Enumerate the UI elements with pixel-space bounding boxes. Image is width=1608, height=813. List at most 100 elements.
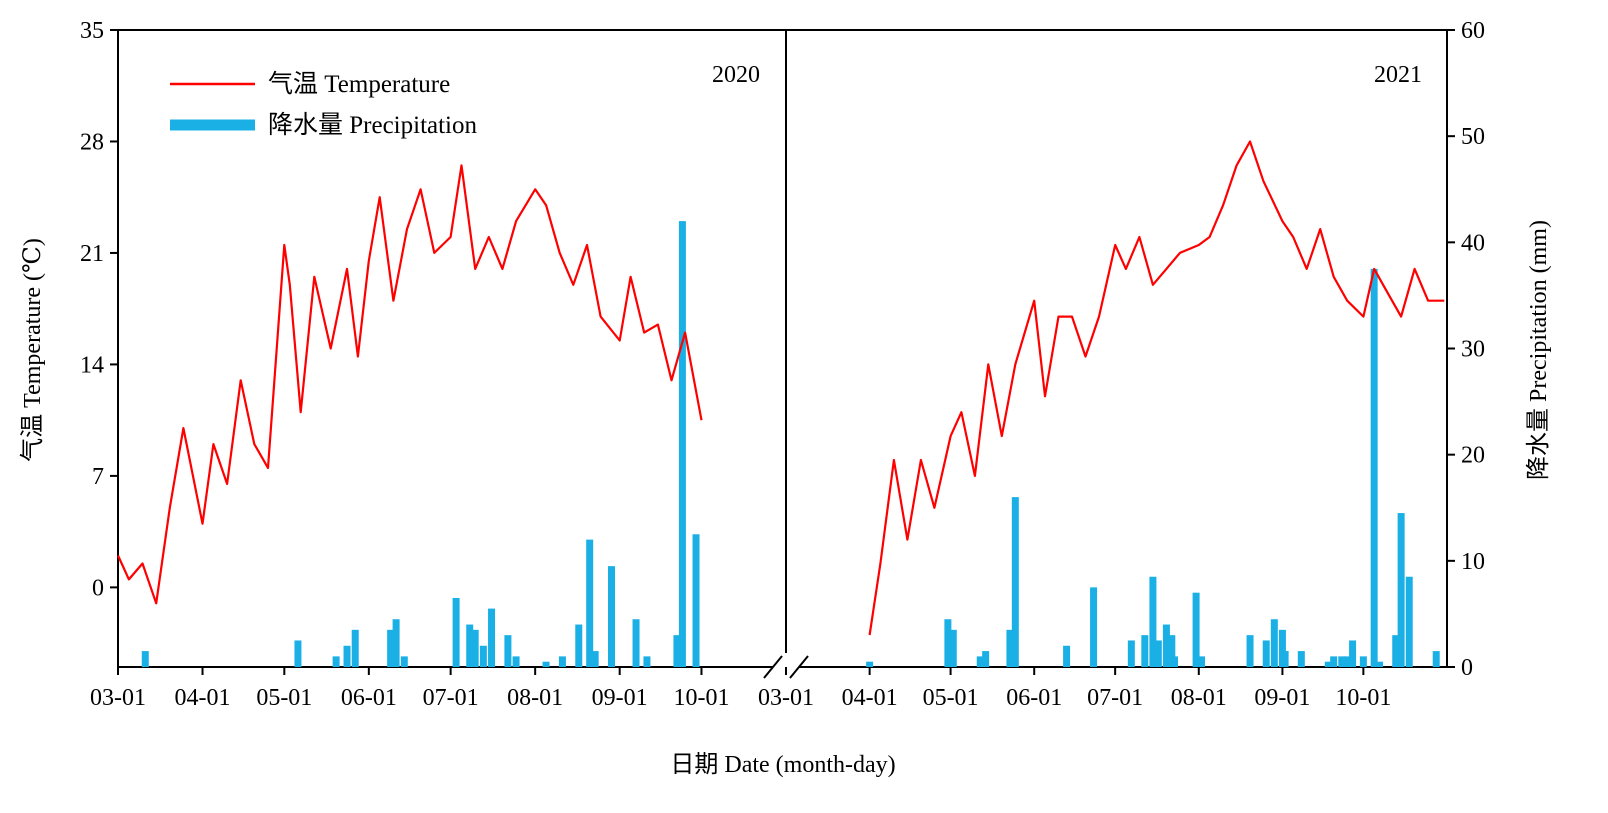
x-axis-title: 日期 Date (month-day) <box>670 752 895 778</box>
precipitation-bar <box>343 645 351 667</box>
precipitation-bar <box>1011 497 1019 667</box>
precipitation-bar <box>294 640 302 667</box>
axis-break-mark <box>763 655 783 679</box>
precipitation-bar <box>542 661 550 667</box>
precipitation-bar <box>1343 656 1351 667</box>
precipitation-bar <box>479 645 487 667</box>
precipitation-bar <box>1006 629 1014 667</box>
precipitation-bar <box>351 629 359 667</box>
precipitation-bar <box>332 656 340 667</box>
y-tick-label-right: 40 <box>1461 230 1485 256</box>
legend-precipitation-label: 降水量 Precipitation <box>268 111 477 139</box>
precipitation-bar <box>1370 268 1378 667</box>
precipitation-bar <box>488 608 496 667</box>
precipitation-bar <box>1349 640 1357 667</box>
precipitation-bar <box>1392 635 1400 667</box>
x-tick-label: 10-01 <box>1335 685 1391 711</box>
y-tick-label-right: 60 <box>1461 18 1485 44</box>
precipitation-bar <box>632 619 640 667</box>
legend-temperature-label: 气温 Temperature <box>268 70 450 98</box>
x-tick-label: 07-01 <box>423 685 479 711</box>
x-tick-label: 05-01 <box>256 685 312 711</box>
x-tick-label: 09-01 <box>1254 685 1310 711</box>
precipitation-bar <box>504 635 512 667</box>
precipitation-bar <box>673 635 681 667</box>
precipitation-bar <box>1324 661 1332 667</box>
precipitation-bar <box>1154 640 1162 667</box>
x-tick-label: 06-01 <box>1006 685 1062 711</box>
precipitation-bar <box>1281 651 1289 667</box>
precipitation-bar <box>400 656 408 667</box>
temperature-lines <box>116 140 1445 636</box>
precipitation-bar <box>1270 619 1278 667</box>
temperature-line-2021 <box>868 140 1445 636</box>
y-axis-right-title: 降水量 Precipitation (mm) <box>1525 220 1552 480</box>
y-tick-label-left: 28 <box>80 129 104 155</box>
precipitation-bar <box>141 651 149 667</box>
x-tick-label: 06-01 <box>341 685 397 711</box>
precipitation-bar <box>586 539 594 667</box>
x-tick-label: 05-01 <box>923 685 979 711</box>
year-label-2021: 2021 <box>1374 62 1422 88</box>
precipitation-bar <box>608 566 616 667</box>
year-label-2020: 2020 <box>712 62 760 88</box>
x-tick-label: 03-01 <box>90 685 146 711</box>
y-tick-label-right: 10 <box>1461 549 1485 575</box>
precipitation-bars <box>141 221 1440 667</box>
y-tick-label-left: 0 <box>92 575 104 601</box>
y-tick-label-right: 30 <box>1461 337 1485 363</box>
precipitation-bar <box>1376 661 1384 667</box>
precipitation-bar <box>387 629 395 667</box>
axes: 0 7 14 21 28 35 0 10 20 30 40 50 60 03-01 04-01 05-01 06… <box>80 18 1485 711</box>
y-axis-left-title: 气温 Temperature (℃) <box>19 238 46 462</box>
y-tick-label-right: 0 <box>1461 655 1473 681</box>
x-tick-label: 04-01 <box>842 685 898 711</box>
precipitation-bar <box>1168 635 1176 667</box>
precipitation-bar <box>1297 651 1305 667</box>
y-tick-label-left: 35 <box>80 18 104 44</box>
precipitation-bar <box>1090 587 1098 667</box>
precipitation-bar <box>471 629 479 667</box>
precipitation-bar <box>1330 656 1338 667</box>
precipitation-bar <box>512 656 520 667</box>
precipitation-bar <box>866 661 874 667</box>
x-tick-label: 08-01 <box>507 685 563 711</box>
precipitation-bar <box>1405 576 1413 667</box>
precipitation-bar <box>1171 656 1179 667</box>
precipitation-bar <box>976 656 984 667</box>
y-tick-label-right: 50 <box>1461 124 1485 150</box>
x-tick-label: 10-01 <box>673 685 729 711</box>
precipitation-bar <box>575 624 583 667</box>
y-tick-label-left: 7 <box>92 464 104 490</box>
precipitation-bar <box>1197 656 1205 667</box>
precipitation-bar <box>1359 656 1367 667</box>
temperature-line-2020 <box>116 164 703 605</box>
y-tick-label-left: 21 <box>80 241 104 267</box>
precipitation-bar <box>1338 656 1346 667</box>
precipitation-bar <box>1127 640 1135 667</box>
y-tick-label-right: 20 <box>1461 443 1485 469</box>
y-tick-label-left: 14 <box>80 352 104 378</box>
precipitation-bar <box>1432 651 1440 667</box>
precipitation-bar <box>1397 513 1405 667</box>
precipitation-bar <box>1246 635 1254 667</box>
precipitation-bar <box>944 619 952 667</box>
precipitation-bar <box>692 534 700 667</box>
x-tick-label: 07-01 <box>1087 685 1143 711</box>
precipitation-bar <box>392 619 400 667</box>
precipitation-bar <box>1162 624 1170 667</box>
precipitation-bar <box>1063 645 1071 667</box>
precipitation-bar <box>452 597 460 667</box>
precipitation-bar <box>1141 635 1149 667</box>
precipitation-bar <box>1278 629 1286 667</box>
x-tick-label: 08-01 <box>1171 685 1227 711</box>
x-tick-label: 03-01 <box>758 685 814 711</box>
x-tick-label: 09-01 <box>592 685 648 711</box>
precipitation-bar <box>1149 576 1157 667</box>
precipitation-bar <box>1192 592 1200 667</box>
x-tick-label: 04-01 <box>175 685 231 711</box>
precipitation-bar <box>982 651 990 667</box>
precipitation-bar <box>949 629 957 667</box>
precipitation-bar <box>591 651 599 667</box>
